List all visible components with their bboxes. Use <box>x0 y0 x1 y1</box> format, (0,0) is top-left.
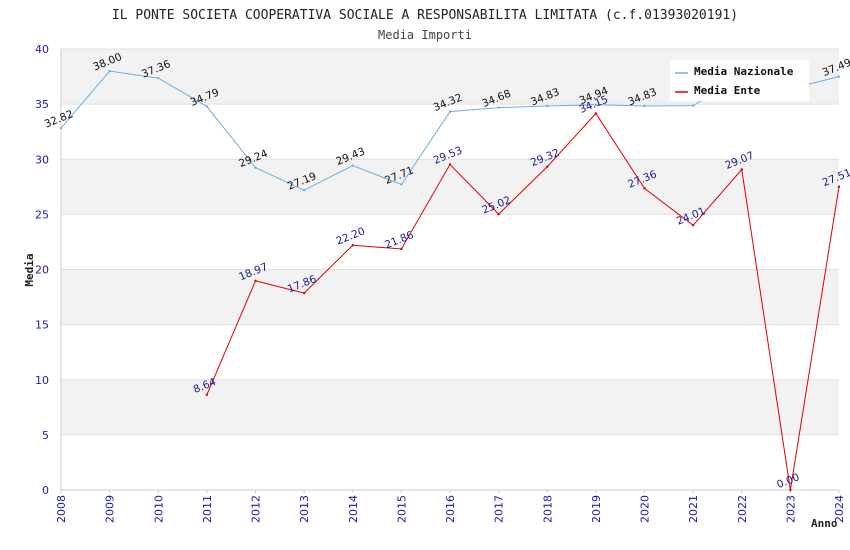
grid-band <box>61 434 839 490</box>
point-media-ente <box>643 187 646 190</box>
y-tick-label: 30 <box>35 153 49 166</box>
x-tick-label: 2017 <box>493 495 506 523</box>
y-tick-label: 5 <box>42 429 49 442</box>
point-media-ente <box>837 185 841 188</box>
point-media-ente <box>205 393 209 396</box>
y-tick-label: 10 <box>35 374 49 387</box>
x-tick-label: 2011 <box>201 495 214 523</box>
point-media-nazionale <box>302 189 306 192</box>
y-tick-label: 35 <box>35 98 49 111</box>
point-media-ente <box>254 279 257 283</box>
point-media-nazionale <box>643 104 646 108</box>
grid-band <box>61 269 839 325</box>
point-media-nazionale <box>157 76 160 80</box>
point-media-ente <box>400 247 403 251</box>
x-axis-label: Anno <box>811 517 838 530</box>
point-media-ente <box>497 212 500 216</box>
point-media-nazionale <box>108 69 111 73</box>
x-tick-label: 2022 <box>736 495 749 523</box>
grid-band <box>61 324 839 380</box>
chart-subtitle: Media Importi <box>378 28 472 42</box>
point-media-nazionale <box>837 75 841 78</box>
point-media-nazionale <box>497 106 500 109</box>
chart-title: IL PONTE SOCIETA COOPERATIVA SOCIALE A R… <box>112 8 738 23</box>
grid-band <box>61 159 839 215</box>
x-tick-label: 2016 <box>444 495 457 523</box>
x-tick-label: 2013 <box>298 495 311 523</box>
legend: Media Nazionale Media Ente <box>670 60 809 101</box>
grid-bands <box>61 49 839 490</box>
y-tick-label: 25 <box>35 208 49 221</box>
point-media-nazionale <box>59 126 63 130</box>
point-media-nazionale <box>254 166 257 169</box>
point-media-nazionale <box>400 183 403 186</box>
x-tick-label: 2012 <box>250 495 263 523</box>
legend-box <box>670 60 809 101</box>
point-media-nazionale <box>351 164 354 167</box>
point-media-nazionale <box>691 104 695 107</box>
legend-label-nazionale: Media Nazionale <box>694 65 794 78</box>
legend-label-ente: Media Ente <box>694 84 761 97</box>
x-tick-label: 2015 <box>395 495 408 523</box>
point-media-nazionale <box>546 104 549 108</box>
x-tick-label: 2020 <box>639 495 652 523</box>
grid-band <box>61 214 839 270</box>
point-media-ente <box>546 165 549 168</box>
point-media-ente <box>594 112 598 115</box>
grid-band <box>61 379 839 435</box>
point-media-ente <box>302 291 306 295</box>
x-tick-label: 2021 <box>687 495 700 523</box>
point-media-nazionale <box>205 105 209 108</box>
point-media-ente <box>448 163 452 166</box>
x-tick-label: 2009 <box>104 495 117 523</box>
x-tick-label: 2019 <box>590 495 603 523</box>
y-axis-label: Media <box>23 253 36 286</box>
point-media-ente <box>789 488 792 492</box>
x-tick-label: 2008 <box>55 495 68 523</box>
grid-band <box>61 104 839 160</box>
point-media-nazionale <box>448 110 452 113</box>
series-line-media-ente <box>206 112 840 491</box>
x-tick-label: 2024 <box>833 495 846 523</box>
point-media-ente <box>740 168 743 171</box>
y-axis-ticks: 0 5 10 15 20 25 30 35 40 <box>35 43 49 497</box>
x-tick-label: 2023 <box>784 495 797 523</box>
point-media-ente <box>351 244 354 247</box>
y-tick-label: 40 <box>35 43 49 56</box>
x-tick-label: 2014 <box>347 495 360 523</box>
point-media-nazionale <box>594 103 598 106</box>
y-tick-label: 20 <box>35 264 49 277</box>
y-tick-label: 15 <box>35 319 49 332</box>
y-tick-label: 0 <box>42 484 49 497</box>
point-media-ente <box>691 224 695 227</box>
x-tick-label: 2010 <box>152 495 165 523</box>
x-tick-label: 2018 <box>541 495 554 523</box>
x-axis-ticks: 2008 2009 2010 2011 2012 2013 2014 2015 2016 2017… <box>55 490 846 523</box>
